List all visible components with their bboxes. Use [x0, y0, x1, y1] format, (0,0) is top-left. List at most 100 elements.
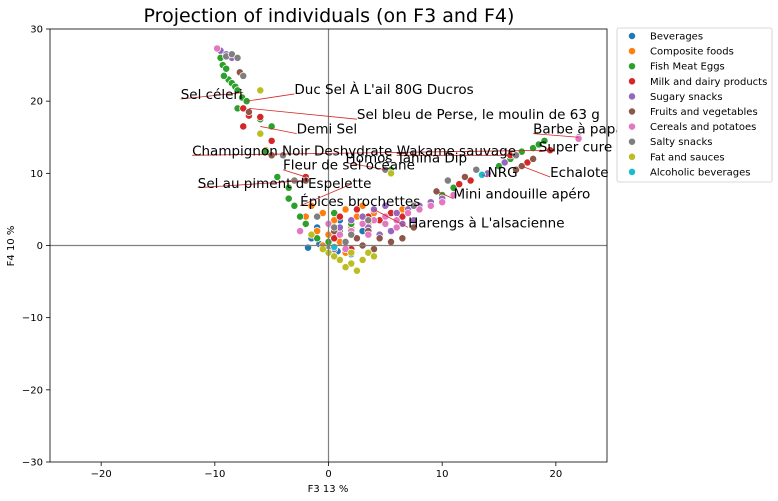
point-8-3: [335, 255, 344, 264]
legend-marker-4: [628, 92, 636, 101]
legend-marker-8: [628, 152, 636, 161]
point-2-34: [330, 209, 339, 217]
y-tick-label-5: 20: [30, 97, 43, 108]
point-1-4: [341, 205, 350, 214]
annotation-3: Demi Sel: [297, 122, 358, 138]
point-6-13: [381, 219, 390, 228]
point-7-13: [472, 165, 481, 174]
leader-line-14: [299, 183, 352, 207]
point-2-6: [233, 86, 242, 95]
point-2-33: [284, 194, 293, 203]
point-3-12: [455, 180, 464, 189]
leader-line-10: [481, 174, 488, 178]
y-tick-label-4: 10: [30, 169, 43, 180]
annotation-leader-lines: [180, 92, 579, 228]
point-2-32: [540, 136, 549, 145]
annotation-4: Barbe à papa: [533, 122, 624, 138]
point-7-1: [227, 50, 236, 59]
point-9-1: [330, 242, 339, 251]
point-5-3: [267, 151, 276, 160]
point-7-12: [443, 176, 452, 185]
point-7-9: [364, 216, 373, 225]
annotation-1: Sel céleri: [181, 87, 243, 103]
point-3-15: [523, 158, 532, 167]
point-1-2: [318, 209, 327, 217]
leader-line-4: [533, 133, 579, 138]
point-3-2: [256, 113, 265, 121]
point-5-6: [352, 234, 361, 243]
point-6-0: [213, 44, 222, 53]
legend-label-4: Sugary snacks: [650, 92, 723, 103]
legend-box: [616, 27, 773, 183]
leader-line-8: [345, 162, 386, 171]
legend: Beverages Composite foods Fish Meat Eggs Mi…: [616, 27, 773, 183]
y-axis-label: F4 10 %: [6, 226, 17, 267]
point-2-16: [290, 201, 299, 210]
point-7-6: [313, 212, 322, 221]
leader-line-11: [521, 165, 551, 178]
point-2-31: [534, 140, 543, 149]
point-8-8: [330, 252, 339, 261]
point-1-13: [358, 201, 367, 210]
point-7-7: [330, 223, 339, 232]
annotation-6: Champignon Noir Deshydrate: [192, 143, 392, 159]
x-tick-label-0: −20: [91, 469, 112, 480]
leader-line-1: [180, 92, 244, 100]
point-2-15: [284, 183, 293, 192]
leader-line-9: [282, 169, 306, 178]
point-8-12: [347, 248, 356, 257]
point-2-30: [529, 144, 538, 153]
point-5-10: [398, 234, 407, 243]
point-2-29: [517, 147, 526, 156]
point-3-6: [335, 212, 344, 221]
leader-line-15: [373, 209, 409, 228]
legend-label-6: Cereals and potatoes: [650, 122, 756, 133]
annotation-12: Sel au piment d'Espelette: [198, 176, 372, 192]
point-4-8: [392, 209, 401, 217]
legend-marker-9: [628, 167, 636, 176]
point-3-0: [239, 104, 248, 113]
x-axis-label: F3 13 %: [308, 484, 349, 495]
legend-marker-3: [628, 77, 636, 86]
point-7-15: [341, 237, 350, 246]
point-2-9: [219, 71, 228, 80]
point-3-7: [352, 205, 361, 214]
legend-marker-1: [628, 47, 636, 56]
point-8-9: [318, 245, 327, 254]
point-7-2: [233, 53, 242, 62]
point-4-19: [500, 158, 509, 167]
point-8-6: [341, 263, 350, 272]
annotation-11: Echalote: [550, 165, 608, 181]
legend-label-5: Fruits and vegetables: [650, 107, 758, 118]
point-4-7: [381, 201, 390, 210]
legend-marker-5: [628, 107, 636, 116]
legend-label-3: Milk and dairy products: [650, 77, 767, 88]
point-7-14: [512, 151, 521, 160]
x-tick-label-3: 10: [436, 469, 449, 480]
annotation-2: Sel bleu de Perse, le moulin de 63 g: [357, 107, 600, 123]
point-8-7: [352, 266, 361, 275]
point-5-11: [409, 223, 418, 232]
legend-label-8: Fat and sauces: [650, 152, 725, 163]
point-7-5: [290, 176, 299, 185]
point-8-13: [387, 169, 395, 178]
point-4-4: [347, 216, 356, 225]
point-2-19: [313, 234, 322, 243]
point-8-10: [364, 248, 373, 257]
point-7-8: [347, 230, 356, 239]
legend-marker-2: [628, 62, 636, 71]
legend-marker-6: [628, 122, 636, 131]
legend-label-7: Salty snacks: [650, 137, 712, 148]
annotation-13: Mini andouille apéro: [454, 187, 591, 203]
y-tick-label-1: −20: [22, 385, 43, 396]
leader-line-3: [260, 126, 297, 135]
point-8-1: [256, 129, 265, 138]
point-7-3: [239, 71, 248, 80]
point-5-18: [529, 154, 538, 163]
annotation-15: Harengs à L'alsacienne: [408, 215, 564, 231]
legend-label-1: Composite foods: [650, 47, 734, 58]
point-7-4: [279, 151, 287, 160]
legend-marker-7: [628, 137, 636, 146]
point-2-27: [495, 162, 503, 171]
point-7-11: [409, 201, 418, 210]
